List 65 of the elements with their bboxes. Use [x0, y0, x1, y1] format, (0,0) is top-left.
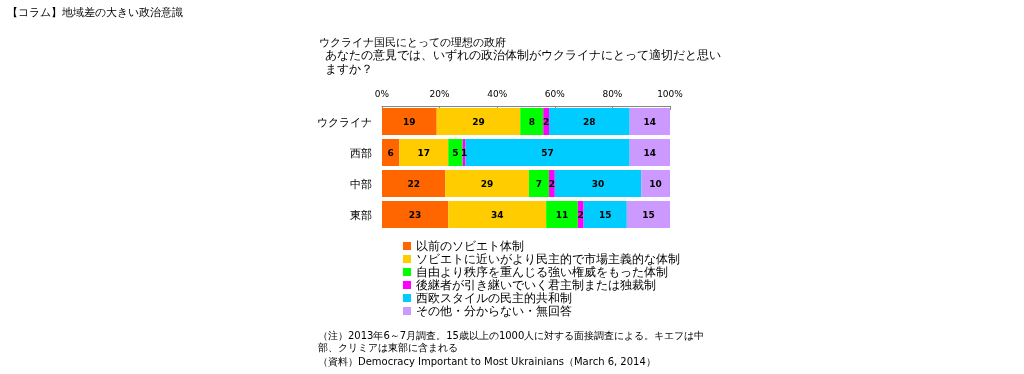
- data-label: 29: [472, 116, 485, 127]
- data-label: 8: [528, 116, 535, 127]
- bar: [528, 170, 550, 197]
- legend-label: ソビエトに近いがより民主的で市場主義的な体制: [416, 252, 680, 266]
- data-label: 15: [642, 209, 655, 220]
- legend-label: その他・分からない・無回答: [416, 304, 572, 318]
- bar: [436, 108, 521, 135]
- bar: [546, 201, 578, 228]
- x-tick-label: 80%: [602, 88, 623, 99]
- bar: [382, 201, 449, 228]
- data-label: 2: [577, 209, 584, 220]
- bar: [448, 201, 547, 228]
- data-label: 15: [598, 209, 612, 220]
- text: （資料）Democracy Important to Most Ukrainians（March 6, 2014）: [318, 355, 656, 367]
- x-tick-label: 100%: [657, 88, 684, 99]
- data-label: 22: [407, 178, 420, 189]
- text: 【コラム】地域差の大きい政治意識: [7, 6, 183, 19]
- bar: [641, 170, 670, 197]
- data-label: 2: [543, 116, 550, 127]
- bar: [382, 139, 400, 166]
- bar: [382, 108, 437, 135]
- data-label: 30: [591, 178, 605, 189]
- x-tick-label: 60%: [544, 88, 566, 99]
- text: （注）2013年6～7月調査。15歳以上の1000人に対する面接調査による。キエフは中部、クリミアは東部に含まれる: [318, 329, 705, 353]
- bar: [549, 108, 630, 135]
- y-tick-label: 西部: [350, 146, 372, 159]
- data-label: 34: [490, 209, 504, 220]
- bar: [583, 201, 627, 228]
- y-tick-label: 東部: [350, 208, 372, 221]
- y-tick-label: 中部: [350, 177, 372, 190]
- data-label: 7: [535, 178, 543, 189]
- data-label: 6: [387, 147, 394, 158]
- data-label: 23: [408, 209, 422, 220]
- bar: [448, 139, 463, 166]
- bar: [399, 139, 449, 166]
- legend-label: 以前のソビエト体制: [416, 239, 524, 253]
- bar: [554, 170, 642, 197]
- bar: [445, 170, 529, 197]
- data-label: 29: [480, 178, 494, 189]
- x-tick-label: 20%: [429, 88, 451, 99]
- x-tick-label: 0%: [374, 88, 390, 99]
- bar: [465, 139, 630, 166]
- bar: [626, 201, 670, 228]
- data-label: 57: [541, 147, 554, 158]
- y-tick-label: ウクライナ: [317, 115, 372, 128]
- data-label: 2: [548, 178, 556, 189]
- x-tick-label: 40%: [487, 88, 508, 99]
- data-label: 28: [583, 116, 596, 127]
- legend-label: 後継者が引き継いでいく君主制または独裁制: [416, 278, 656, 292]
- bar: [382, 170, 446, 197]
- bar: [629, 108, 670, 135]
- chart-subtitle: ウクライナ国民にとっての理想の政府: [319, 36, 506, 49]
- data-label: 17: [417, 147, 431, 158]
- data-label: 5: [452, 147, 459, 158]
- legend-label: 自由より秩序を重んじる強い権威をもった体制: [416, 265, 668, 279]
- legend-label: 西欧スタイルの民主的共和制: [416, 291, 572, 305]
- data-label: 11: [555, 209, 569, 220]
- data-label: 1: [460, 147, 468, 158]
- bar: [520, 108, 544, 135]
- data-label: 19: [403, 116, 416, 127]
- text: あなたの意見では、いずれの政治体制がウクライナにとって適切だと思いますか？: [325, 48, 721, 76]
- bar: [629, 139, 670, 166]
- data-label: 14: [643, 116, 657, 127]
- data-label: 10: [649, 178, 662, 189]
- data-label: 14: [643, 147, 657, 158]
